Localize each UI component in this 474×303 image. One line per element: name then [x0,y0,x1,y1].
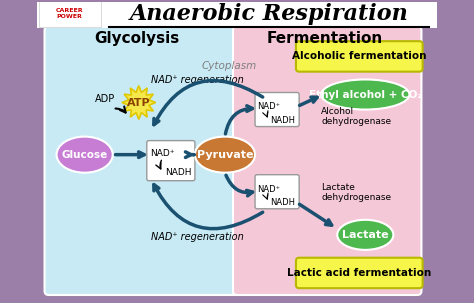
FancyBboxPatch shape [45,26,241,295]
Text: NADH: NADH [165,168,192,177]
Text: NAD⁺ regeneration: NAD⁺ regeneration [151,75,243,85]
Ellipse shape [321,79,410,110]
Text: Fermentation: Fermentation [267,31,383,46]
Text: Lactate
dehydrogenase: Lactate dehydrogenase [321,183,392,202]
Text: Ethyl alcohol + CO₂: Ethyl alcohol + CO₂ [309,89,422,99]
Ellipse shape [337,220,393,250]
Text: Alcoholic fermentation: Alcoholic fermentation [292,52,427,62]
FancyBboxPatch shape [147,141,195,181]
Text: NADH: NADH [271,198,296,207]
Text: NADH: NADH [271,116,296,125]
FancyBboxPatch shape [255,175,299,209]
FancyBboxPatch shape [255,92,299,127]
Text: NAD⁺: NAD⁺ [257,185,281,194]
FancyBboxPatch shape [38,0,100,27]
Ellipse shape [195,137,255,173]
Text: Anaerobic Respiration: Anaerobic Respiration [130,2,409,25]
Text: Pyruvate: Pyruvate [197,150,253,160]
Text: ADP: ADP [94,94,115,104]
FancyBboxPatch shape [233,26,421,295]
Text: ATP: ATP [127,98,151,108]
Text: Alcohol
dehydrogenase: Alcohol dehydrogenase [321,107,392,126]
Text: Cytoplasm: Cytoplasm [201,62,256,72]
Text: CAREER
POWER: CAREER POWER [55,8,83,19]
Text: NAD⁺ regeneration: NAD⁺ regeneration [151,232,243,242]
Text: Lactic acid fermentation: Lactic acid fermentation [287,268,431,278]
Text: Glucose: Glucose [62,150,108,160]
Ellipse shape [56,137,113,173]
FancyBboxPatch shape [296,41,423,72]
FancyBboxPatch shape [296,258,423,288]
Text: Glycolysis: Glycolysis [94,31,179,46]
Polygon shape [122,86,155,119]
FancyBboxPatch shape [36,0,438,28]
Text: Lactate: Lactate [342,230,389,240]
Text: NAD⁺: NAD⁺ [257,102,281,111]
Text: NAD⁺: NAD⁺ [151,149,175,158]
